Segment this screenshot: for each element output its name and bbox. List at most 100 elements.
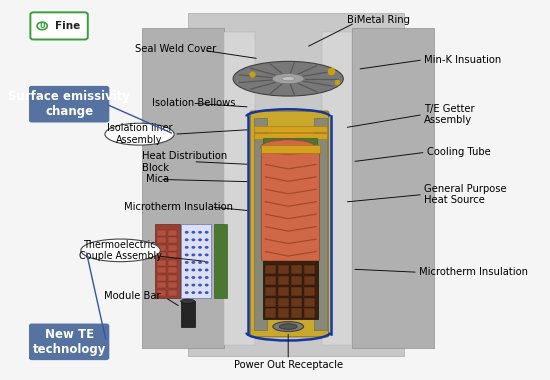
Ellipse shape — [282, 77, 295, 81]
Circle shape — [198, 261, 202, 264]
Circle shape — [198, 246, 202, 249]
Bar — [157, 260, 166, 266]
Circle shape — [191, 291, 195, 294]
Polygon shape — [142, 28, 224, 348]
Bar — [157, 252, 166, 258]
Circle shape — [205, 276, 208, 279]
Circle shape — [185, 246, 189, 249]
Bar — [155, 224, 179, 298]
Text: Microtherm Insulation: Microtherm Insulation — [419, 267, 528, 277]
Bar — [304, 265, 315, 274]
Ellipse shape — [81, 239, 160, 262]
Circle shape — [198, 253, 202, 256]
Bar — [265, 276, 277, 285]
Circle shape — [191, 238, 195, 241]
Bar — [168, 245, 177, 251]
Bar — [304, 309, 315, 318]
Bar — [304, 276, 315, 285]
Bar — [278, 265, 289, 274]
Circle shape — [185, 261, 189, 264]
Text: Cooling Tube: Cooling Tube — [427, 147, 491, 157]
Circle shape — [191, 253, 195, 256]
Bar — [278, 298, 289, 307]
Bar — [168, 252, 177, 258]
Circle shape — [185, 253, 189, 256]
Circle shape — [191, 231, 195, 234]
Circle shape — [185, 269, 189, 271]
Bar — [261, 145, 320, 153]
Circle shape — [205, 283, 208, 287]
Text: Isolation Bellows: Isolation Bellows — [152, 98, 236, 108]
Circle shape — [198, 283, 202, 287]
Polygon shape — [224, 32, 255, 345]
Bar — [254, 118, 267, 329]
FancyBboxPatch shape — [250, 111, 329, 337]
FancyBboxPatch shape — [29, 86, 109, 122]
Bar — [265, 309, 277, 318]
Bar — [157, 290, 166, 296]
Bar — [291, 276, 302, 285]
Bar — [157, 230, 166, 236]
Ellipse shape — [233, 61, 343, 96]
Bar — [157, 282, 166, 288]
Text: Fine: Fine — [55, 21, 80, 31]
Text: T/E Getter
Assembly: T/E Getter Assembly — [424, 104, 475, 125]
Circle shape — [205, 269, 208, 271]
Text: Module Bar: Module Bar — [104, 291, 161, 301]
Bar — [263, 261, 318, 319]
Bar — [265, 265, 277, 274]
Bar — [157, 268, 166, 273]
Text: BiMetal Ring: BiMetal Ring — [347, 15, 410, 25]
Bar — [180, 301, 195, 327]
Bar — [254, 126, 327, 131]
Ellipse shape — [273, 321, 304, 331]
Circle shape — [191, 269, 195, 271]
Ellipse shape — [180, 299, 195, 304]
Ellipse shape — [272, 74, 304, 84]
Ellipse shape — [261, 140, 316, 154]
Bar — [304, 287, 315, 296]
Circle shape — [37, 22, 47, 30]
Bar — [291, 265, 302, 274]
Bar — [265, 298, 277, 307]
Bar — [180, 224, 211, 298]
Bar — [254, 133, 327, 139]
Bar — [314, 118, 327, 329]
Bar — [214, 224, 227, 298]
Bar — [168, 282, 177, 288]
Circle shape — [185, 291, 189, 294]
Circle shape — [191, 246, 195, 249]
Ellipse shape — [105, 123, 174, 145]
Circle shape — [198, 276, 202, 279]
Polygon shape — [352, 28, 434, 348]
Text: Surface emissivity
change: Surface emissivity change — [8, 90, 130, 118]
FancyBboxPatch shape — [29, 323, 109, 360]
Bar — [157, 237, 166, 243]
Bar — [265, 287, 277, 296]
Circle shape — [191, 283, 195, 287]
Circle shape — [205, 253, 208, 256]
Text: Mica: Mica — [146, 174, 169, 184]
Text: U: U — [40, 23, 45, 29]
Circle shape — [185, 238, 189, 241]
Bar — [157, 245, 166, 251]
Text: Min-K Insuation: Min-K Insuation — [424, 55, 501, 65]
Circle shape — [198, 291, 202, 294]
Ellipse shape — [279, 324, 297, 329]
Bar — [278, 287, 289, 296]
Text: Microtherm Insulation: Microtherm Insulation — [124, 202, 233, 212]
Bar — [291, 287, 302, 296]
Circle shape — [198, 238, 202, 241]
Circle shape — [191, 261, 195, 264]
Text: Thermoelectric
Couple Assembly: Thermoelectric Couple Assembly — [79, 239, 162, 261]
Circle shape — [205, 238, 208, 241]
Circle shape — [205, 246, 208, 249]
Circle shape — [185, 231, 189, 234]
Bar — [168, 237, 177, 243]
Polygon shape — [188, 13, 404, 356]
Circle shape — [185, 276, 189, 279]
Text: General Purpose
Heat Source: General Purpose Heat Source — [424, 184, 507, 205]
Bar — [157, 275, 166, 281]
FancyBboxPatch shape — [262, 147, 320, 261]
FancyBboxPatch shape — [30, 12, 88, 40]
